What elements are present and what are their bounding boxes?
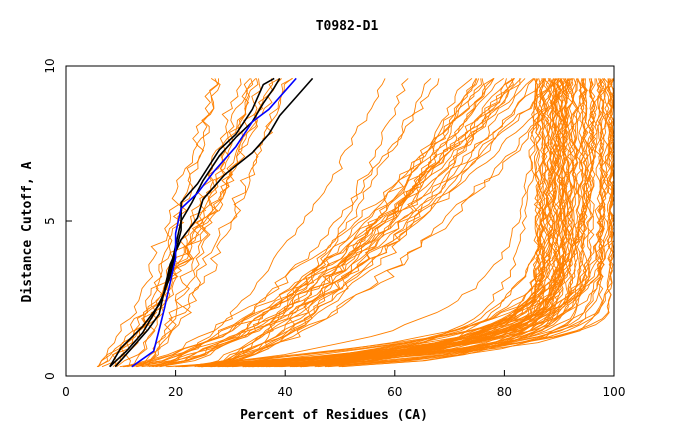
series-line <box>122 78 515 368</box>
series-line <box>252 78 542 368</box>
series-line <box>141 78 522 368</box>
x-tick-label: 0 <box>62 385 70 399</box>
series-line <box>232 78 606 368</box>
highlight-series-line <box>114 77 314 368</box>
y-tick-label: 0 <box>43 372 57 380</box>
series-line <box>299 78 610 368</box>
series-line <box>132 78 242 367</box>
series-line <box>194 78 514 368</box>
series-line <box>127 78 521 368</box>
highlight-series-line <box>109 77 281 368</box>
series-line <box>131 78 573 368</box>
series-line <box>242 78 597 368</box>
series-line <box>289 78 542 368</box>
y-axis-label: Distance Cutoff, A <box>20 161 35 302</box>
series-line <box>197 78 495 368</box>
series-line <box>159 78 515 368</box>
x-tick-label: 20 <box>168 385 183 399</box>
series-line <box>147 78 251 367</box>
series-line <box>250 78 604 368</box>
x-tick-label: 40 <box>278 385 293 399</box>
series-line <box>151 78 477 368</box>
y-tick-label: 5 <box>43 217 57 225</box>
series-line <box>248 78 551 368</box>
series-line <box>159 78 482 368</box>
series-line <box>261 78 596 368</box>
series-layer <box>96 78 615 368</box>
series-line <box>202 78 579 368</box>
series-line <box>152 78 440 368</box>
series-line <box>96 78 274 368</box>
series-line <box>295 78 582 368</box>
series-line <box>200 78 584 368</box>
series-line <box>210 78 409 368</box>
series-line <box>97 78 282 367</box>
series-line <box>201 78 569 368</box>
series-line <box>210 78 586 368</box>
series-line <box>252 78 586 368</box>
x-tick-label: 100 <box>603 385 626 399</box>
x-axis-ticks: 0 20 40 60 80 100 <box>62 370 625 399</box>
series-line <box>137 78 294 368</box>
series-line <box>97 78 220 368</box>
series-line <box>275 78 557 368</box>
x-axis-label: Percent of Residues (CA) <box>240 408 428 423</box>
x-tick-label: 80 <box>497 385 512 399</box>
x-tick-label: 60 <box>387 385 402 399</box>
series-line <box>119 78 546 368</box>
series-line <box>257 78 615 368</box>
series-line <box>314 78 596 368</box>
series-line <box>324 78 589 368</box>
highlight-series-line <box>109 77 275 368</box>
y-axis-ticks: 0 5 10 <box>43 58 72 380</box>
series-line <box>122 78 557 368</box>
series-line <box>210 78 536 368</box>
series-line <box>197 78 480 368</box>
series-line <box>199 78 515 368</box>
series-line <box>202 78 534 368</box>
series-line <box>101 78 280 368</box>
series-line <box>274 78 595 368</box>
series-line <box>222 78 560 368</box>
series-line <box>208 78 432 368</box>
series-line <box>292 78 571 368</box>
highlight-series-line <box>131 77 297 368</box>
series-line <box>277 78 564 368</box>
series-line <box>123 78 495 368</box>
series-line <box>147 78 293 367</box>
y-tick-label: 10 <box>43 58 57 73</box>
series-line <box>318 78 563 368</box>
highlight-layer <box>109 77 314 368</box>
series-line <box>148 78 386 368</box>
series-line <box>125 78 221 367</box>
chart-title: T0982-D1 <box>316 19 379 34</box>
series-line <box>279 78 568 368</box>
series-line <box>155 78 504 368</box>
series-line <box>201 78 615 368</box>
series-line <box>301 78 573 368</box>
